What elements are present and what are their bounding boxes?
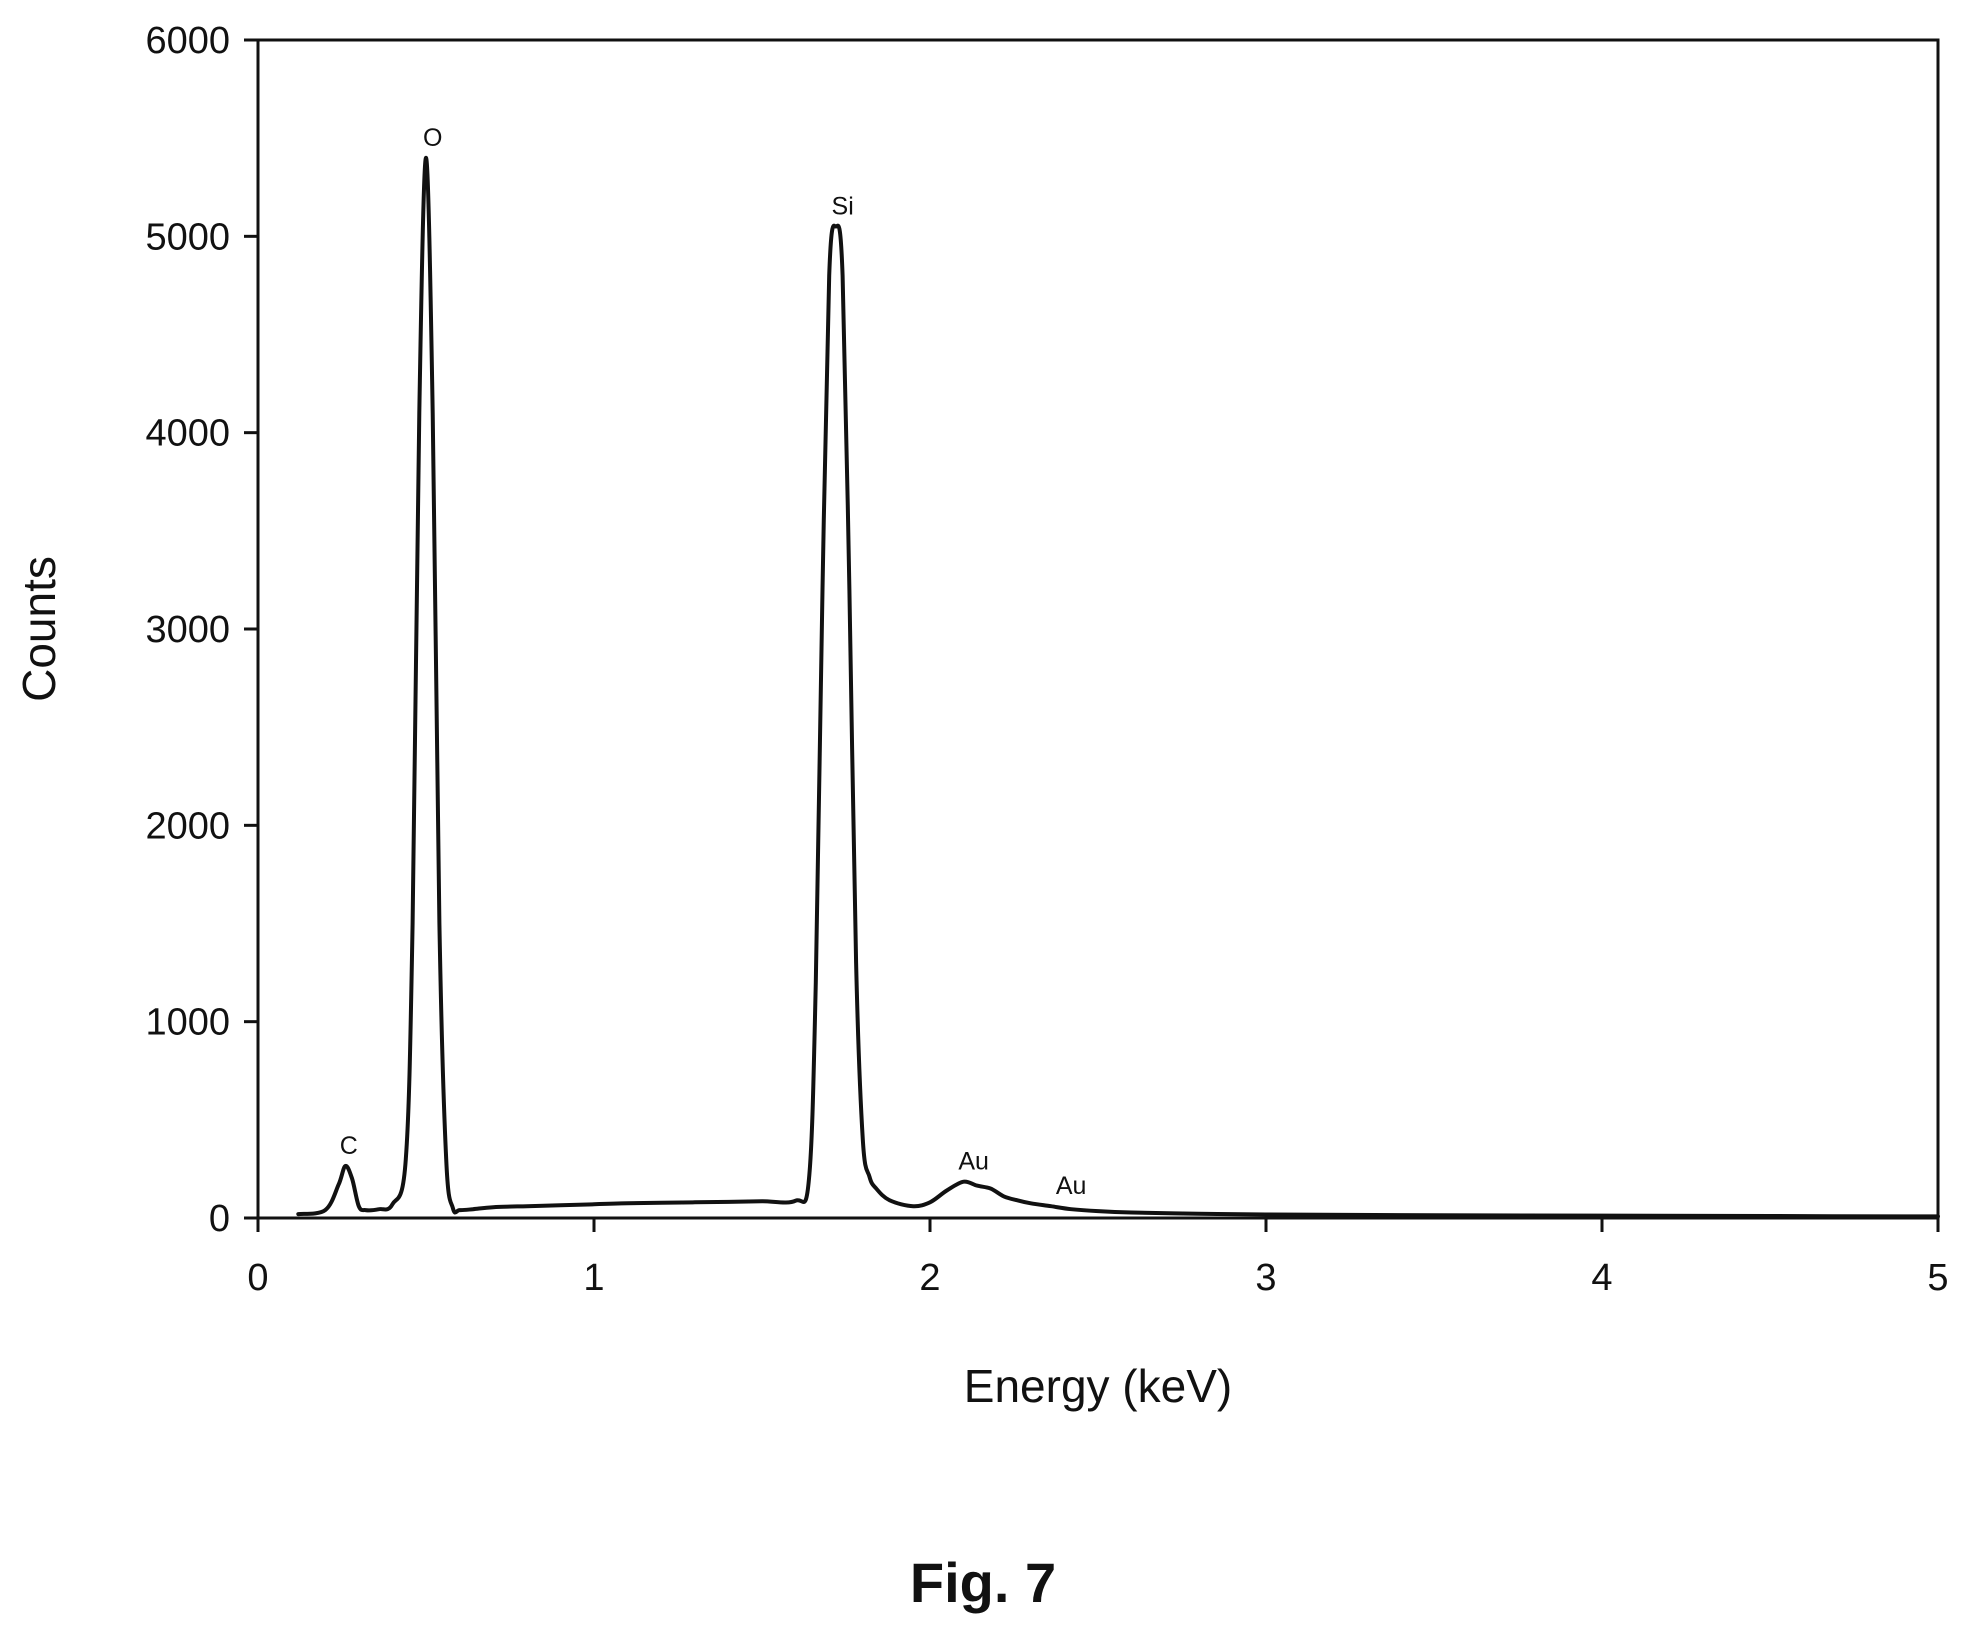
peak-labels: C O Si Au Au bbox=[340, 124, 1087, 1200]
tick-labels: 0 1 2 3 4 5 0 1000 2000 3000 4000 5000 6000 bbox=[145, 20, 1948, 1299]
spectrum-line bbox=[296, 155, 1940, 1219]
x-tick-label: 0 bbox=[247, 1257, 268, 1299]
y-tick-label: 5000 bbox=[145, 216, 230, 258]
peak-label-au: Au bbox=[958, 1148, 989, 1176]
y-axis-title: Counts bbox=[13, 556, 65, 702]
y-tick-label: 2000 bbox=[145, 805, 230, 847]
x-tick-label: 1 bbox=[583, 1257, 604, 1299]
y-tick-label: 6000 bbox=[145, 20, 230, 62]
x-tick-label: 4 bbox=[1591, 1257, 1612, 1299]
y-tick-label: 3000 bbox=[145, 609, 230, 651]
x-axis-title: Energy (keV) bbox=[964, 1360, 1232, 1412]
y-tick-label: 4000 bbox=[145, 413, 230, 455]
peak-label-c: C bbox=[340, 1132, 358, 1160]
y-tick-label: 0 bbox=[209, 1198, 230, 1240]
x-tick-label: 5 bbox=[1927, 1257, 1948, 1299]
x-tick-label: 2 bbox=[919, 1257, 940, 1299]
peak-label-o: O bbox=[423, 124, 442, 152]
axis-ticks bbox=[244, 38, 1940, 1232]
x-tick-label: 3 bbox=[1255, 1257, 1276, 1299]
peak-label-au: Au bbox=[1056, 1172, 1087, 1200]
y-tick-label: 1000 bbox=[145, 1002, 230, 1044]
peak-label-si: Si bbox=[832, 193, 854, 221]
plot-frame bbox=[256, 38, 1940, 1220]
figure-caption: Fig. 7 bbox=[910, 1551, 1056, 1614]
